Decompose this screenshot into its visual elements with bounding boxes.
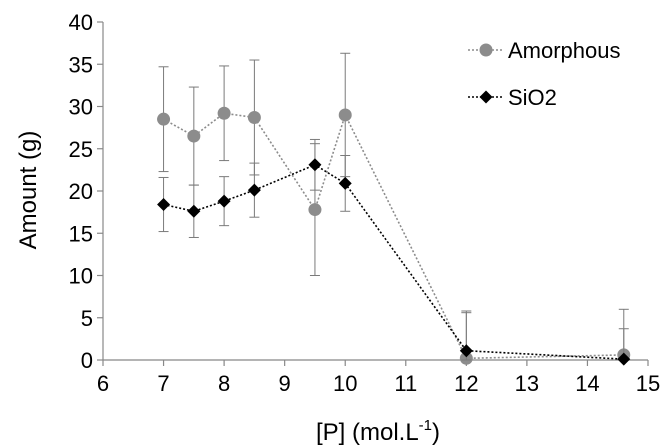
x-axis-title-superscript: -1 <box>419 417 432 434</box>
data-point <box>308 203 322 217</box>
y-tick-label: 15 <box>69 221 93 246</box>
x-tick-label: 14 <box>575 371 599 396</box>
x-axis-title: [P] (mol.L-1) <box>316 417 440 446</box>
axes <box>97 21 649 366</box>
x-axis-title-suffix: ) <box>432 419 440 446</box>
x-tick-label: 9 <box>279 371 291 396</box>
data-point <box>308 158 322 172</box>
series-line <box>163 163 624 360</box>
legend: Amorphous SiO2 <box>468 38 621 110</box>
legend-label: SiO2 <box>508 85 557 110</box>
series-sio2 <box>157 138 631 366</box>
y-tick-label: 10 <box>69 264 93 289</box>
y-tick-label: 0 <box>81 348 93 373</box>
data-point <box>187 204 201 218</box>
data-point <box>157 112 171 126</box>
x-tick-label: 8 <box>218 371 230 396</box>
x-tick-label: 7 <box>157 371 169 396</box>
data-point <box>157 198 171 212</box>
data-point <box>217 194 231 208</box>
data-point <box>459 344 473 358</box>
data-point <box>338 108 352 122</box>
legend-label: Amorphous <box>508 38 621 63</box>
y-tick-label: 30 <box>69 95 93 120</box>
y-tick-label: 40 <box>69 10 93 35</box>
data-point <box>617 352 631 366</box>
y-tick-label: 25 <box>69 137 93 162</box>
x-tick-label: 6 <box>97 371 109 396</box>
series-layer <box>157 52 631 366</box>
legend-marker <box>479 90 493 104</box>
y-tick-label: 5 <box>81 306 93 331</box>
y-tick-label: 20 <box>69 179 93 204</box>
x-tick-label: 11 <box>394 371 417 396</box>
series-line <box>163 112 624 360</box>
data-point <box>217 106 231 120</box>
x-tick-label: 13 <box>515 371 539 396</box>
data-point <box>187 129 201 143</box>
x-tick-label: 15 <box>636 371 660 396</box>
data-point <box>247 183 261 197</box>
series-amorphous <box>157 52 631 365</box>
y-tick-label: 35 <box>69 52 93 77</box>
data-point <box>247 110 261 124</box>
y-axis-title: Amount (g) <box>15 131 42 250</box>
data-point <box>338 176 352 190</box>
x-tick-label: 12 <box>454 371 478 396</box>
x-axis-title-main: [P] (mol.L <box>316 419 419 446</box>
x-tick-label: 10 <box>333 371 357 396</box>
tick-labels: 0 5 10 15 20 25 30 35 40 6 7 8 9 10 11 12 13 14 15 <box>69 10 661 396</box>
legend-marker <box>479 43 493 57</box>
